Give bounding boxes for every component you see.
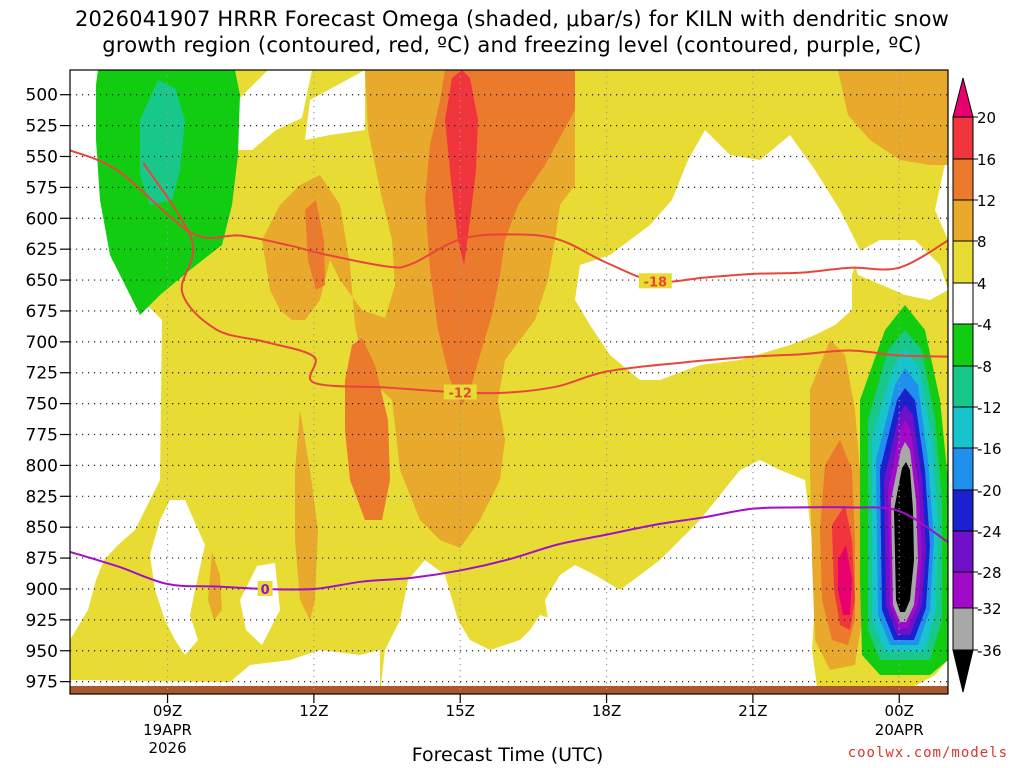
contours: -18 -12 0 xyxy=(70,149,948,598)
x-tick-label-09Z: 09Z xyxy=(153,702,182,720)
colorbar-label-10: -24 xyxy=(977,523,1002,541)
y-tick-label-675: 675 xyxy=(26,302,58,322)
colorbar-label-6: -8 xyxy=(977,358,992,376)
colorbar-segment-4 xyxy=(952,240,974,284)
y-tick-label-825: 825 xyxy=(26,487,58,507)
y-tick-label-650: 650 xyxy=(26,271,58,291)
y-tick-label-900: 900 xyxy=(26,580,58,600)
y-tick-label-925: 925 xyxy=(26,611,58,631)
colorbar-label-7: -12 xyxy=(977,399,1002,417)
colorbar-label-4: 4 xyxy=(977,275,987,293)
colorbar-segment-5 xyxy=(952,282,974,325)
terrain-strip xyxy=(70,686,948,694)
contour-label-bg-dgz_minus18 xyxy=(638,273,672,289)
x-axis-label: Forecast Time (UTC) xyxy=(411,744,604,766)
y-tick-label-875: 875 xyxy=(26,549,58,569)
weak-omega-white-regions xyxy=(70,70,948,694)
colorbar-label-8: -16 xyxy=(977,440,1002,458)
contour-dgz_minus18 xyxy=(70,149,948,283)
x-tick-label-00Z: 00Z xyxy=(885,702,914,720)
contour-label-bg-dgz_minus12 xyxy=(443,384,477,400)
y-tick-label-575: 575 xyxy=(26,178,58,198)
colorbar-label-9: -20 xyxy=(977,482,1002,500)
y-tick-label-600: 600 xyxy=(26,209,58,229)
colorbar-top-arrow xyxy=(952,77,974,118)
colorbar-segment-8 xyxy=(952,406,974,449)
contour-label-dgz_minus18: -18 xyxy=(644,275,668,290)
x-tick-label-21Z: 21Z xyxy=(738,702,767,720)
y-tick-label-775: 775 xyxy=(26,426,58,446)
colorbar-segment-9 xyxy=(952,447,974,491)
y-tick-label-750: 750 xyxy=(26,395,58,415)
y-tick-label-500: 500 xyxy=(26,86,58,106)
colorbar-segment-10 xyxy=(952,489,974,532)
colorbar-segment-12 xyxy=(952,571,974,609)
colorbar-label-2: 12 xyxy=(977,192,996,210)
omega-16-20-region xyxy=(838,545,852,615)
colorbar: 20 16 12 8 4 -4 -8 -12 -16 -20 -24 -28 -32 -36 xyxy=(952,77,1002,693)
y-tick-label-550: 550 xyxy=(26,147,58,167)
colorbar-segment-7 xyxy=(952,365,974,408)
colorbar-segment-2 xyxy=(952,158,974,201)
pressure-axis: 500 525 550 575 600 625 650 675 700 725 750 775 800 8… xyxy=(26,86,70,693)
contour-label-dgz_minus12: -12 xyxy=(448,387,472,402)
colorbar-label-3: 8 xyxy=(977,233,987,251)
x-tick-label-18Z: 18Z xyxy=(592,702,621,720)
credit-link[interactable]: coolwx.com/models xyxy=(847,745,1008,761)
chart-title-line-2: growth region (contoured, red, ºC) and f… xyxy=(102,33,922,57)
x-tick-label-15Z: 15Z xyxy=(446,702,475,720)
x-date-label-20APR: 20APR xyxy=(875,721,924,739)
colorbar-segment-13 xyxy=(952,607,974,651)
x-date-label-19APR: 19APR xyxy=(143,721,192,739)
contour-dgz_minus12 xyxy=(142,162,948,395)
gridlines xyxy=(70,70,948,694)
y-tick-label-700: 700 xyxy=(26,333,58,353)
x-tick-label-12Z: 12Z xyxy=(299,702,328,720)
colorbar-label-12: -32 xyxy=(977,600,1002,618)
colorbar-label-13: -36 xyxy=(977,642,1002,660)
y-tick-label-525: 525 xyxy=(26,117,58,137)
y-tick-label-950: 950 xyxy=(26,642,58,662)
x-year-label-2026: 2026 xyxy=(148,739,186,757)
chart-title-line-1: 2026041907 HRRR Forecast Omega (shaded, … xyxy=(74,7,950,31)
colorbar-label-5: -4 xyxy=(977,316,992,334)
colorbar-segment-11 xyxy=(952,530,974,573)
y-tick-label-800: 800 xyxy=(26,456,58,476)
omega-shading: -18 -12 0 xyxy=(70,70,948,694)
plot-frame xyxy=(69,69,949,695)
colorbar-segment-6 xyxy=(952,323,974,367)
colorbar-label-11: -28 xyxy=(977,564,1002,582)
contour-freezing_level xyxy=(70,506,948,591)
y-tick-label-850: 850 xyxy=(26,518,58,538)
chart-title: 2026041907 HRRR Forecast Omega (shaded, … xyxy=(0,6,1024,58)
strong-upward-motion-core xyxy=(860,305,948,675)
y-tick-label-975: 975 xyxy=(26,673,58,693)
colorbar-segment-1 xyxy=(952,116,974,160)
colorbar-bottom-arrow xyxy=(952,649,974,693)
colorbar-label-1: 16 xyxy=(977,151,996,169)
colorbar-label-0: 20 xyxy=(977,109,996,127)
colorbar-segment-3 xyxy=(952,199,974,242)
y-tick-label-625: 625 xyxy=(26,240,58,260)
contour-label-freezing_level: 0 xyxy=(261,583,270,598)
y-tick-label-725: 725 xyxy=(26,364,58,384)
contour-label-bg-freezing_level xyxy=(257,580,273,596)
